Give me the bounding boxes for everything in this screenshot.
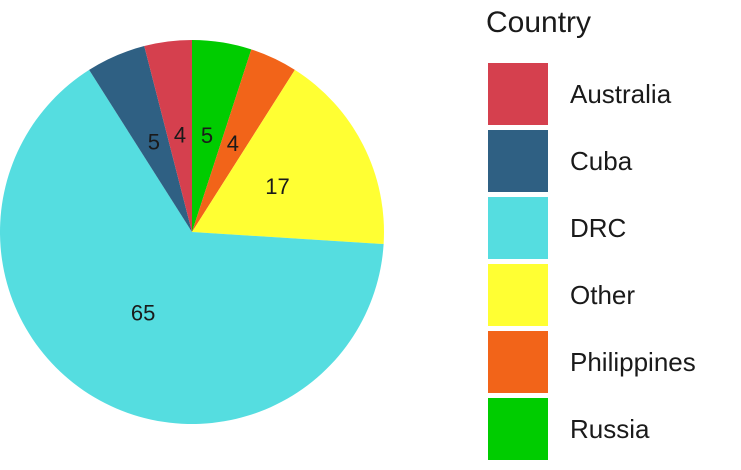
legend-key xyxy=(488,197,548,259)
legend-label: Australia xyxy=(570,79,672,109)
legend-key xyxy=(488,264,548,326)
pie-slice xyxy=(0,69,384,424)
legend-label: Philippines xyxy=(570,347,696,377)
pie-slice xyxy=(192,40,252,232)
pie-slice xyxy=(89,46,192,233)
data-label: 65 xyxy=(131,300,155,325)
legend-label: Cuba xyxy=(570,146,633,176)
legend-key xyxy=(488,398,548,460)
data-label: 4 xyxy=(227,131,239,156)
data-label: 17 xyxy=(265,174,289,199)
legend-key xyxy=(488,63,548,125)
data-label: 5 xyxy=(148,130,160,155)
pie-slice xyxy=(192,69,384,245)
data-label: 5 xyxy=(201,123,213,148)
data-label: 4 xyxy=(174,123,186,148)
legend-label: DRC xyxy=(570,213,626,243)
pie-slice xyxy=(192,49,295,232)
legend-key xyxy=(488,331,548,393)
pie-slice xyxy=(144,40,192,232)
legend-key xyxy=(488,130,548,192)
legend-label: Other xyxy=(570,280,635,310)
legend-label: Russia xyxy=(570,414,650,444)
legend-title: Country xyxy=(486,6,591,39)
